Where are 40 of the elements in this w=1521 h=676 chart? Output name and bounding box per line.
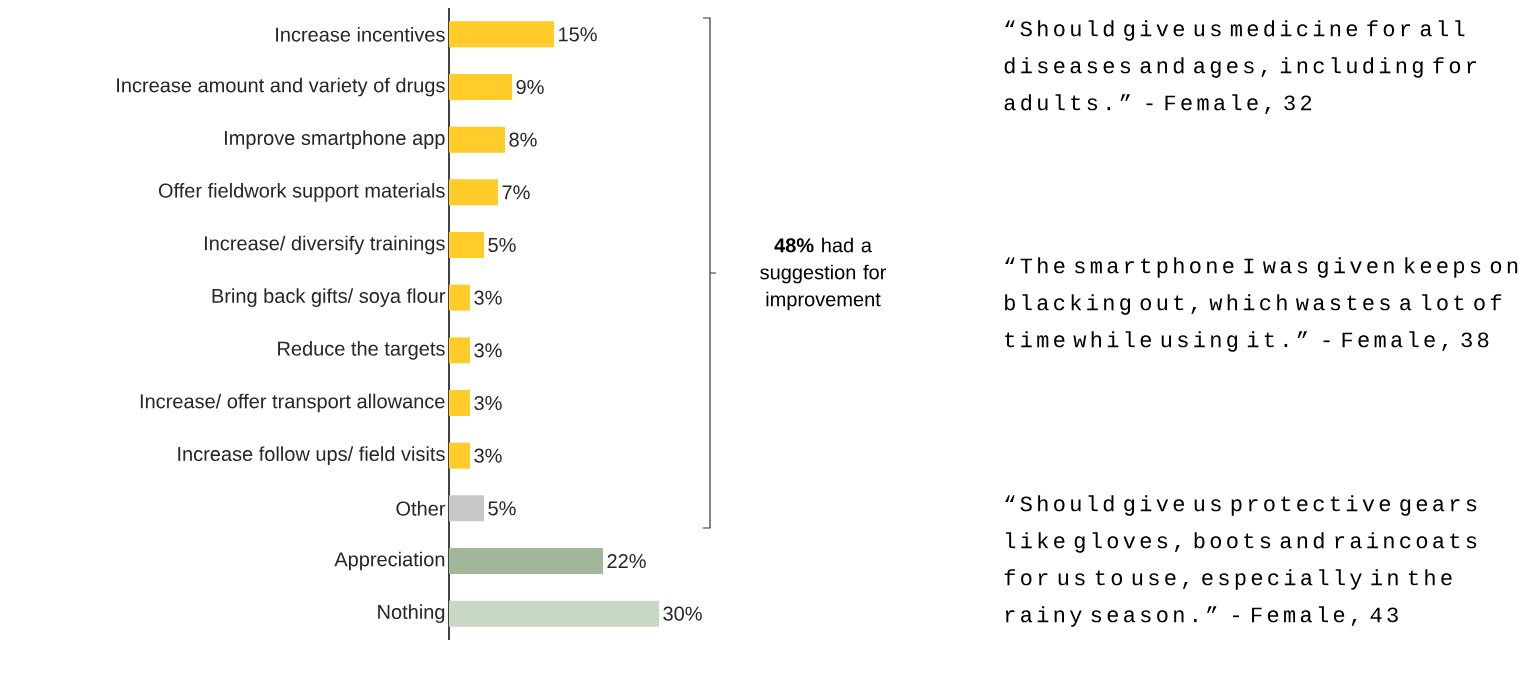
bar (449, 21, 554, 48)
data-label: 5% (488, 237, 516, 253)
bar (449, 600, 659, 627)
data-label: 9% (516, 79, 544, 95)
y-tick-label: Improve smartphone app (224, 130, 445, 149)
data-label: 3% (474, 343, 502, 358)
y-tick-label: Other (396, 500, 446, 516)
data-label: 8% (509, 132, 537, 147)
y-tick-label: Increase/ diversify trainings (205, 235, 445, 255)
text: “Should give us medicine for all diseases and ages, including for adults.” - Female, 32 (1004, 20, 1477, 115)
y-tick-label: Increase incentives (276, 26, 445, 42)
bar (449, 442, 470, 469)
bar (449, 74, 512, 101)
bar (449, 337, 470, 364)
data-label: 5% (488, 501, 516, 516)
y-tick-label: Increase/ offer transport allowance (140, 393, 445, 413)
y-tick-label: Bring back gifts/ soya flour (212, 288, 446, 308)
data-label: 3% (474, 448, 502, 463)
bar (449, 495, 484, 522)
text: 48% had a suggestion for improvement (760, 237, 887, 311)
bar (449, 126, 505, 153)
data-label: 22% (607, 553, 646, 569)
text: “Should give us protective gears like gloves, boots and raincoats for us to use, especially in the rainy season.” - Female, 43 (1004, 495, 1477, 627)
y-tick-label: Nothing (378, 604, 445, 624)
data-label: 15% (559, 27, 597, 42)
data-label: 3% (474, 395, 502, 411)
bar (449, 548, 603, 575)
bar (449, 284, 470, 311)
bar (449, 390, 470, 417)
y-tick-label: Offer fieldwork support materials (158, 183, 445, 202)
text: “The smartphone I was given keeps on blacking out, which wastes a lot of time while using it.” - Female, 38 (1005, 257, 1518, 352)
y-tick-label: Reduce the targets (278, 341, 445, 360)
data-label: 3% (474, 290, 502, 305)
bar (449, 232, 484, 259)
y-tick-label: Increase follow ups/ field visits (178, 446, 445, 466)
y-tick-label: Increase amount and variety of drugs (117, 77, 445, 97)
data-label: 7% (502, 185, 530, 200)
bar (449, 179, 498, 206)
data-label: 30% (663, 606, 702, 621)
y-tick-label: Appreciation (334, 551, 445, 571)
